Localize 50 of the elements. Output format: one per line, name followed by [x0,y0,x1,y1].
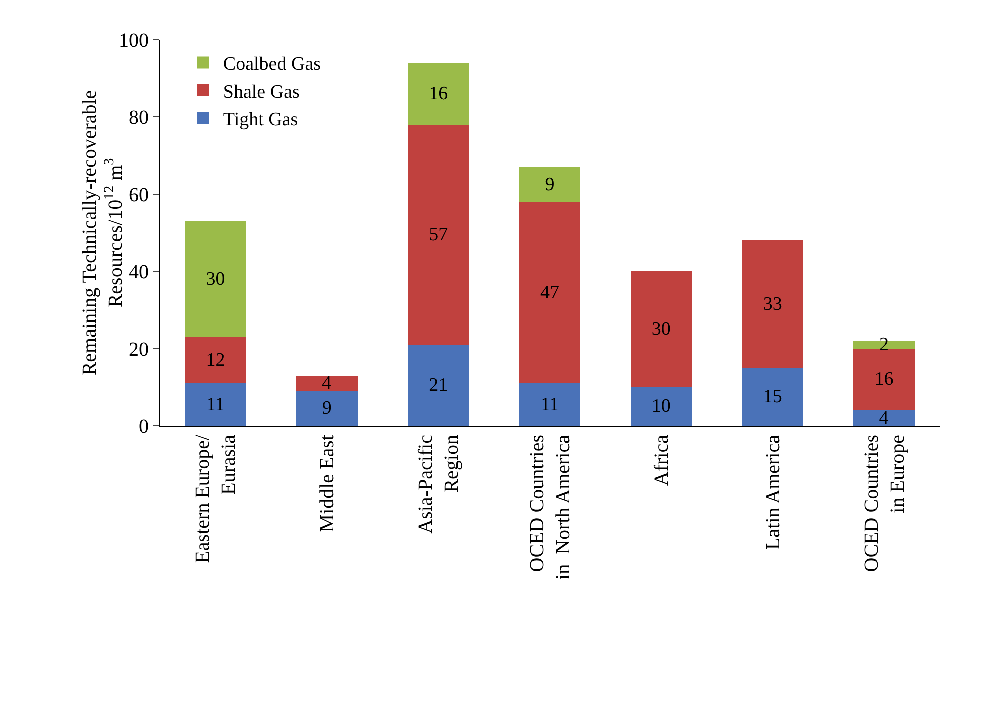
x-tick-label: Africa [650,434,673,486]
legend-label: Shale Gas [223,82,300,103]
bar [854,348,915,411]
data-label: 33 [763,294,782,315]
data-label: 11 [540,394,560,416]
bar [296,391,358,426]
bar [519,167,581,202]
data-label: 16 [874,369,894,390]
data-label: 9 [545,174,555,196]
legend-label: Coalbed Gas [223,54,322,76]
y-tick-label: 20 [129,338,149,361]
bar [185,337,246,384]
bar [408,344,470,426]
y-tick-label: 100 [119,30,149,52]
bar [630,387,692,426]
y-tick-label: 80 [129,107,149,130]
data-label: 47 [540,282,560,304]
bar [408,63,470,125]
data-label: 21 [429,374,448,396]
y-tick-label: 0 [139,416,149,438]
data-label: 30 [206,268,226,290]
data-label: 15 [763,386,782,408]
legend-label: Tight Gas [223,110,298,131]
data-label: 12 [206,350,226,371]
x-tick-label: Middle East [316,434,339,532]
x-tick-label: Latin America [762,434,784,550]
bar [630,272,692,388]
bar [742,240,804,368]
bar [296,376,358,392]
data-label: 10 [652,396,671,418]
bar [519,384,581,426]
bar [519,202,581,384]
data-label: 30 [652,319,671,340]
bar [854,410,915,426]
x-tick-label: Eastern Europe/ Eurasia [192,434,240,564]
data-label: 11 [206,394,225,416]
data-label: 57 [429,224,448,246]
bar [742,368,804,426]
bar [408,124,470,345]
bar [185,384,246,426]
x-tick-label: Asia-Pacific Region [415,434,464,534]
x-tick-label: OCED Countries in Europe [860,434,909,572]
x-tick-label: OCED Countries in North America [526,434,574,580]
y-tick-label: 40 [129,262,149,284]
bar [185,221,246,338]
data-label: 9 [322,398,332,420]
y-tick-label: 60 [129,184,149,206]
data-label: 4 [879,408,890,429]
data-label: 16 [429,84,448,105]
data-label: 4 [322,373,332,394]
